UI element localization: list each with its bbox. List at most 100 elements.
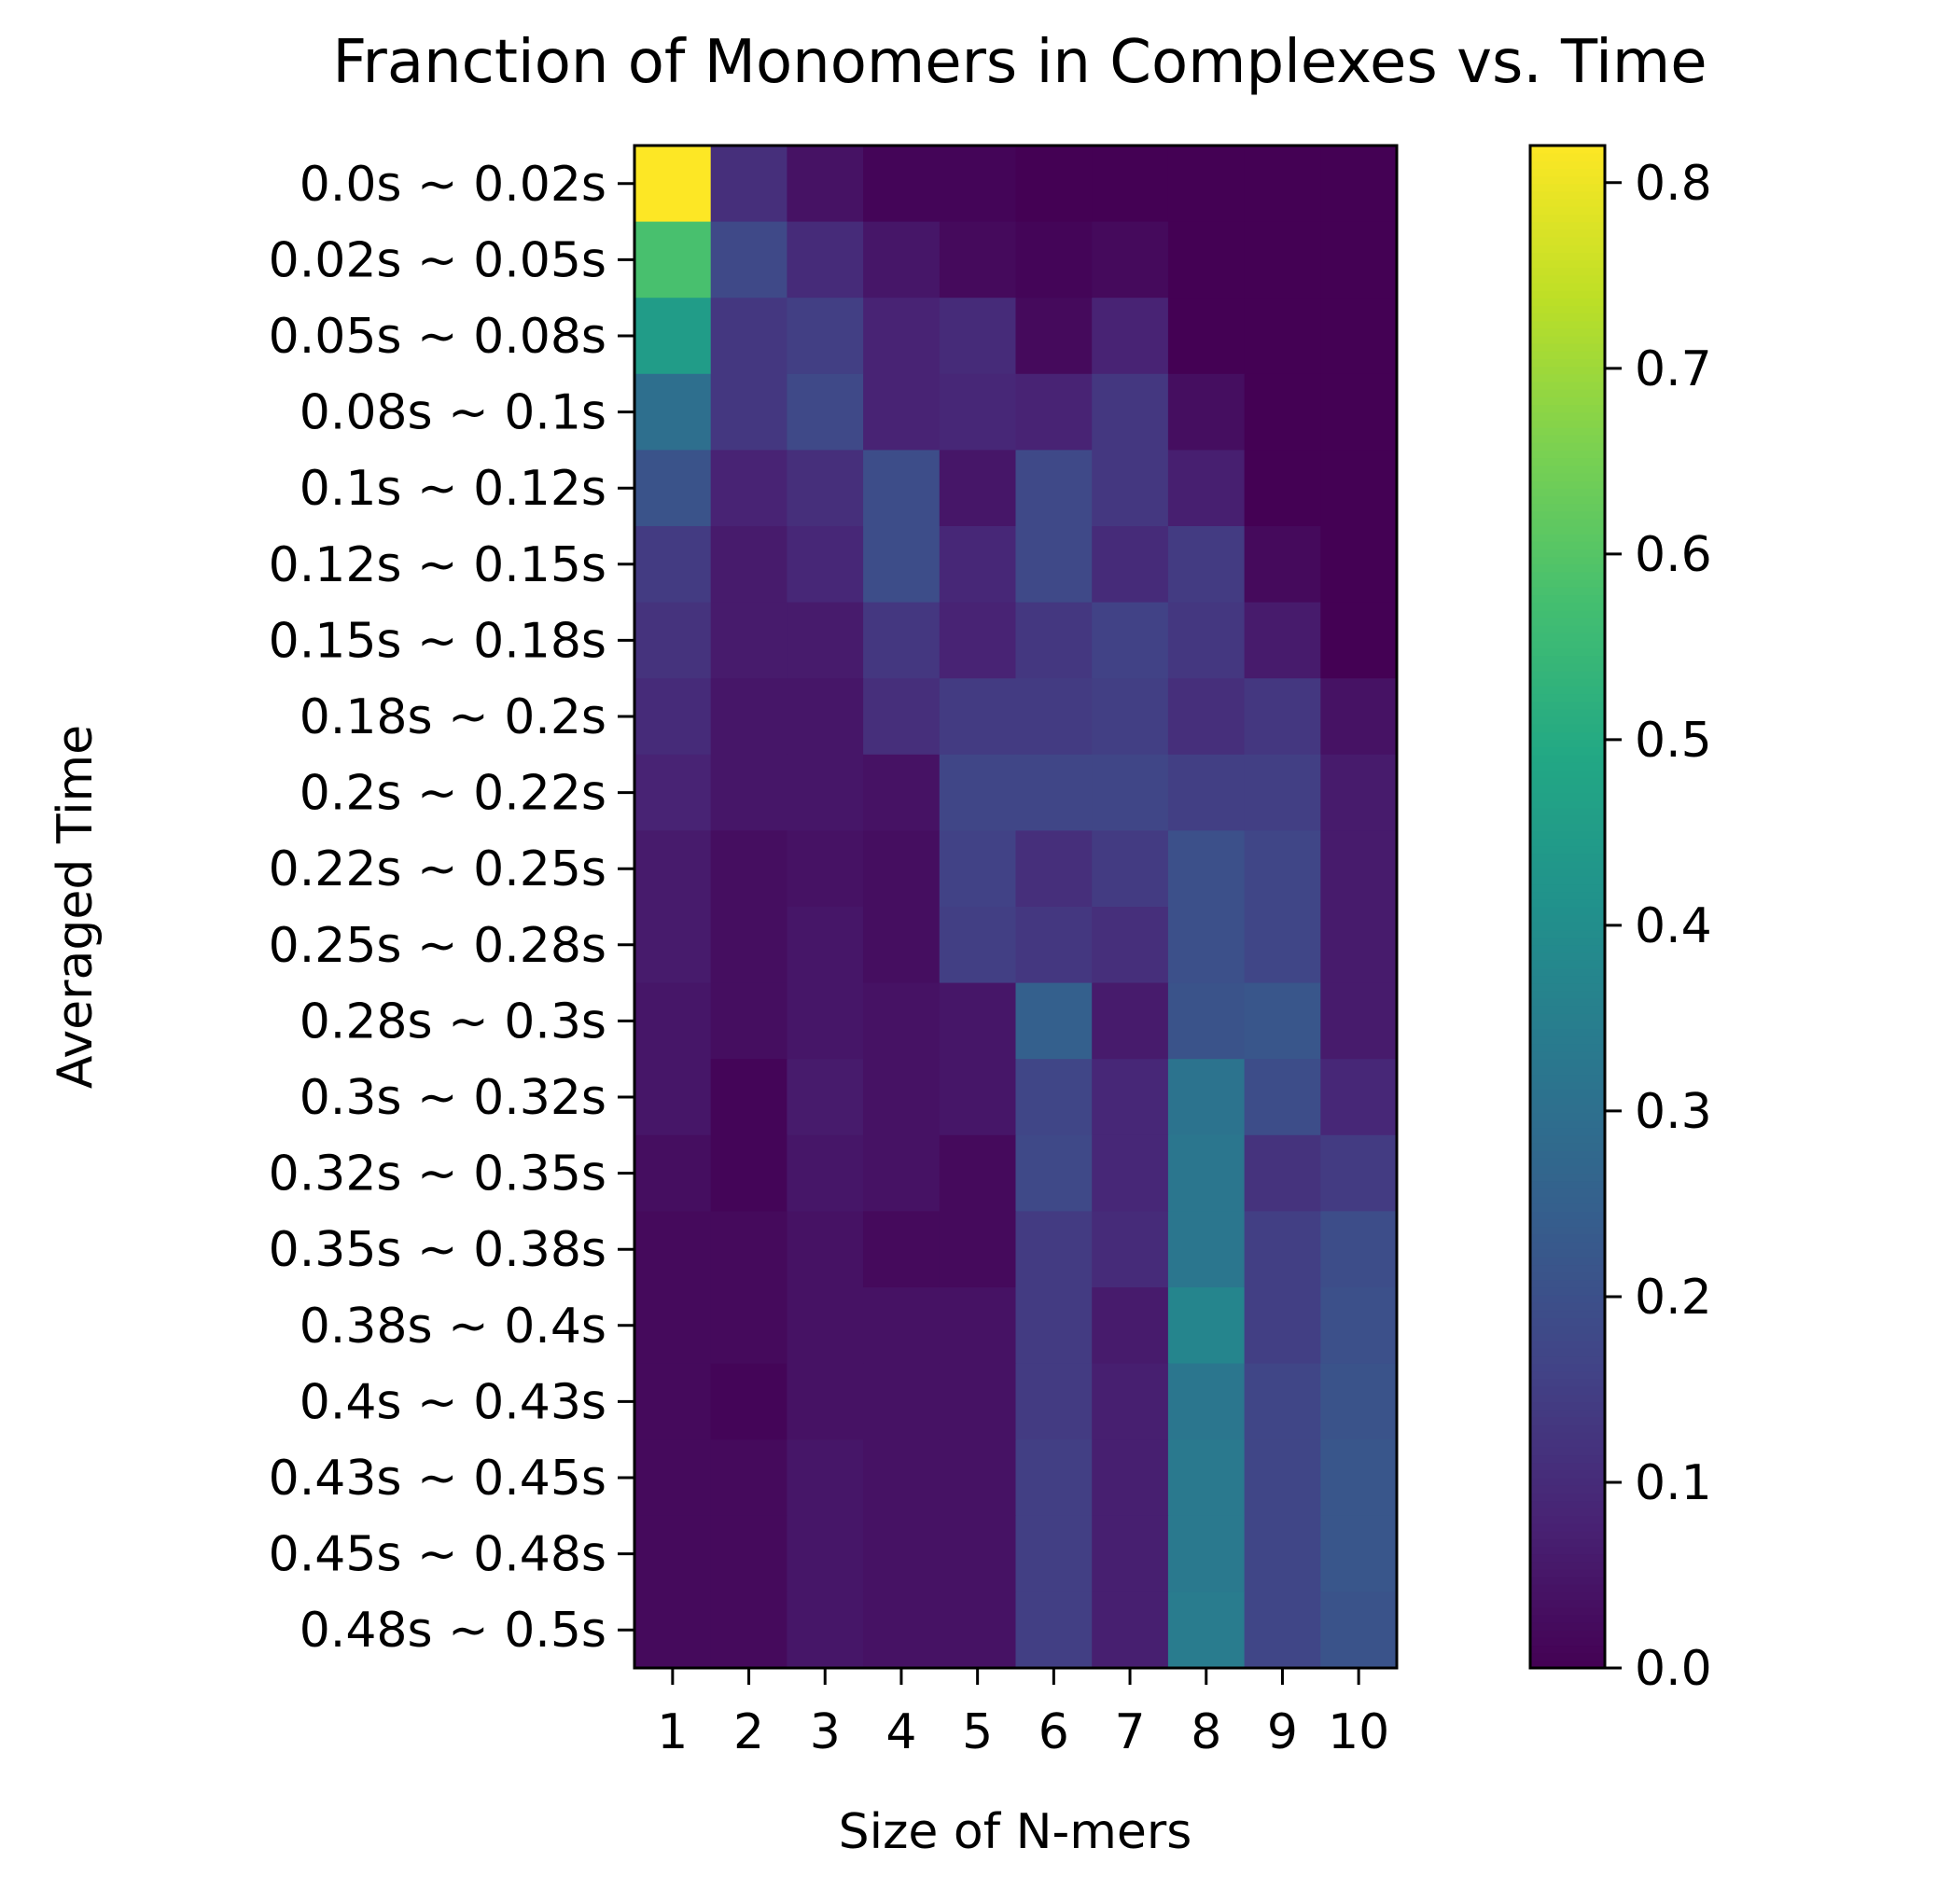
heatmap-cell <box>1015 1439 1093 1517</box>
colorbar-segment <box>1530 1295 1605 1303</box>
heatmap-cell <box>863 1211 941 1288</box>
colorbar-segment <box>1530 1370 1605 1380</box>
heatmap-cell <box>787 373 864 451</box>
colorbar-segment <box>1530 366 1605 375</box>
colorbar-segment <box>1530 883 1605 893</box>
colorbar-segment <box>1530 1462 1605 1471</box>
heatmap-cell <box>1015 754 1093 831</box>
colorbar-segment <box>1530 686 1605 695</box>
colorbar-segment <box>1530 579 1605 588</box>
heatmap-cell <box>939 602 1017 679</box>
heatmap-cell <box>710 1363 787 1440</box>
heatmap-cell <box>634 1211 712 1288</box>
colorbar-segment <box>1530 609 1605 618</box>
colorbar-segment <box>1530 1584 1605 1592</box>
heatmap-cell <box>1320 1287 1398 1365</box>
heatmap-cell <box>1015 678 1093 756</box>
y-tick-label: 0.28s ~ 0.3s <box>300 994 606 1049</box>
colorbar-segment <box>1530 770 1605 778</box>
colorbar-segment <box>1530 1188 1605 1197</box>
y-tick-label: 0.45s ~ 0.48s <box>269 1527 606 1583</box>
heatmap-cell <box>939 1059 1017 1136</box>
colorbar-segment <box>1530 990 1605 999</box>
heatmap-cell <box>1092 1439 1169 1517</box>
colorbar-segment <box>1530 1553 1605 1563</box>
heatmap-cell <box>634 1059 712 1136</box>
heatmap-cell <box>1092 221 1169 299</box>
colorbar-segment <box>1530 442 1605 451</box>
colorbar-segment <box>1530 1577 1605 1585</box>
colorbar-segment <box>1530 937 1605 946</box>
heatmap-cell <box>1167 298 1246 375</box>
heatmap-cell <box>863 1439 941 1517</box>
colorbar-segment <box>1530 1021 1605 1030</box>
colorbar-segment <box>1530 982 1605 992</box>
heatmap-cell <box>634 754 712 831</box>
colorbar-segment <box>1530 1196 1605 1204</box>
heatmap-cell <box>710 221 787 299</box>
colorbar-segment <box>1530 396 1605 406</box>
heatmap-cell <box>1015 146 1093 223</box>
heatmap-cell <box>1244 678 1321 756</box>
heatmap-cell <box>1167 602 1246 679</box>
heatmap-cell <box>1015 1363 1093 1440</box>
colorbar-segment <box>1530 1531 1605 1539</box>
colorbar-segment <box>1530 1522 1605 1532</box>
heatmap-cell <box>939 1287 1017 1365</box>
heatmap-cell <box>1092 1591 1169 1669</box>
colorbar-segment <box>1530 282 1605 291</box>
heatmap-cell <box>1244 982 1321 1060</box>
colorbar-segment <box>1530 526 1605 535</box>
colorbar-tick-label: 0.6 <box>1635 527 1712 583</box>
colorbar-segment <box>1530 1180 1605 1189</box>
colorbar-segment <box>1530 1043 1605 1052</box>
colorbar-segment <box>1530 823 1605 831</box>
colorbar-segment <box>1530 1325 1605 1334</box>
colorbar-segment <box>1530 488 1605 496</box>
heatmap-cell <box>1320 907 1398 984</box>
heatmap-cell <box>863 450 941 527</box>
colorbar-segment <box>1530 861 1605 869</box>
colorbar-segment <box>1530 914 1605 923</box>
colorbar-segment <box>1530 214 1605 223</box>
heatmap-cell <box>863 221 941 299</box>
heatmap-cell <box>1320 678 1398 756</box>
colorbar-segment <box>1530 465 1605 474</box>
heatmap-cell <box>1015 1287 1093 1365</box>
colorbar-segment <box>1530 435 1605 443</box>
heatmap-cell <box>1167 830 1246 908</box>
colorbar-segment <box>1530 792 1605 801</box>
colorbar-segment <box>1530 1652 1605 1661</box>
colorbar-segment <box>1530 1233 1605 1243</box>
y-tick-label: 0.43s ~ 0.45s <box>269 1451 606 1507</box>
heatmap-cell <box>1092 146 1169 223</box>
colorbar: 0.0 0.1 0.2 0.3 0.4 0.5 0.6 0.7 0.8 <box>1528 144 1712 1697</box>
colorbar-segment <box>1530 1401 1605 1411</box>
heatmap-cell <box>634 373 712 451</box>
colorbar-segment <box>1530 671 1605 679</box>
colorbar-segment <box>1530 168 1605 177</box>
heatmap-cell <box>787 298 864 375</box>
heatmap-cell <box>1092 1059 1169 1136</box>
x-tick-label: 5 <box>962 1704 993 1760</box>
heatmap-cell <box>787 982 864 1060</box>
heatmap-cell <box>1092 907 1169 984</box>
colorbar-segment <box>1530 1478 1605 1486</box>
heatmap-cell <box>1320 1134 1398 1212</box>
colorbar-segment <box>1530 146 1605 154</box>
heatmap-cell <box>710 450 787 527</box>
x-tick-label: 3 <box>810 1704 841 1760</box>
colorbar-segment <box>1530 1035 1605 1045</box>
heatmap-cell <box>939 373 1017 451</box>
heatmap-cell <box>1092 450 1169 527</box>
colorbar-segment <box>1530 1561 1605 1570</box>
heatmap-cell <box>1092 678 1169 756</box>
colorbar-segment <box>1530 777 1605 786</box>
colorbar-segment <box>1530 518 1605 527</box>
heatmap-cell <box>1167 1515 1246 1592</box>
colorbar-segment <box>1530 381 1605 390</box>
heatmap-cell <box>787 526 864 604</box>
colorbar-tick-label: 0.7 <box>1635 341 1712 397</box>
colorbar-segment <box>1530 1218 1605 1228</box>
colorbar-tick-label: 0.2 <box>1635 1270 1712 1326</box>
